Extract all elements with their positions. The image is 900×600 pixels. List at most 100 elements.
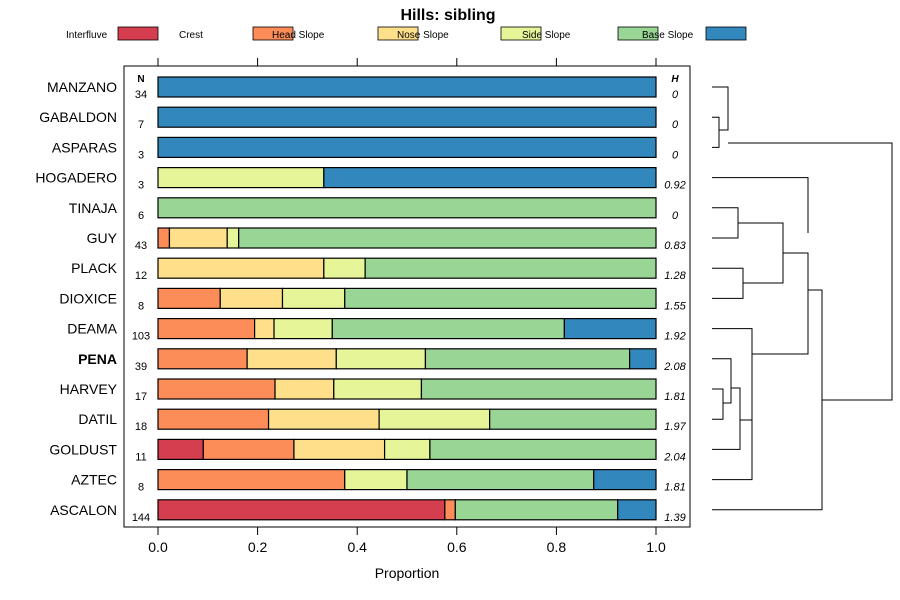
dendrogram-link-13 (728, 142, 893, 401)
dendrogram-link-7 (712, 387, 741, 450)
bar-deama-head-slope (254, 318, 275, 340)
bar-goldust-interfluve (157, 438, 204, 460)
bar-harvey-crest (157, 378, 276, 400)
h-value-asparas: 0 (672, 149, 679, 161)
dendrogram-link-11 (712, 177, 809, 233)
site-label-guy: GUY (87, 230, 118, 246)
bar-aztec-nose-slope (344, 469, 408, 491)
bar-ascalon-crest (444, 499, 456, 521)
n-value-dioxice: 8 (138, 300, 144, 312)
n-value-goldust: 11 (135, 451, 146, 463)
n-value-pena: 39 (135, 361, 147, 373)
bar-goldust-head-slope (293, 438, 386, 460)
bar-gabaldon-base-slope (157, 106, 657, 128)
n-value-harvey: 17 (135, 391, 147, 403)
legend-swatch-head-slope (377, 26, 419, 41)
h-value-harvey: 1.81 (664, 391, 685, 403)
h-value-aztec: 1.81 (664, 482, 685, 494)
bar-dioxice-head-slope (219, 287, 284, 309)
bar-dioxice-nose-slope (281, 287, 346, 309)
site-label-deama: DEAMA (67, 321, 117, 337)
dendrogram-link-4 (738, 222, 784, 284)
legend: Interfluve Crest Head Slope Nose Slope Side … (66, 26, 747, 41)
legend-label-side-slope: Side Slope (522, 30, 571, 41)
bar-guy-nose-slope (226, 227, 240, 249)
x-tick-label-2: 0.4 (347, 539, 367, 555)
h-value-gabaldon: 0 (672, 119, 679, 131)
bar-datil-side-slope (489, 408, 657, 430)
h-column-header: H (671, 74, 679, 85)
dendrogram-link-6 (712, 358, 732, 404)
bar-aztec-side-slope (406, 469, 595, 491)
bar-hogadero-base-slope (323, 167, 657, 189)
n-value-gabaldon: 7 (138, 119, 144, 131)
bar-pena-base-slope (629, 348, 657, 370)
x-axis-title: Proportion (375, 565, 440, 581)
bar-hogadero-nose-slope (157, 167, 325, 189)
dendrogram-link-12 (712, 289, 823, 511)
bar-plack-nose-slope (323, 257, 366, 279)
legend-swatch-base-slope (705, 26, 747, 41)
n-value-manzano: 34 (135, 89, 147, 101)
site-label-datil: DATIL (78, 411, 117, 427)
bar-pena-nose-slope (335, 348, 427, 370)
dendrogram-link-1 (712, 86, 729, 131)
bar-pena-side-slope (424, 348, 631, 370)
legend-swatch-crest (252, 26, 294, 41)
bar-harvey-head-slope (274, 378, 335, 400)
n-value-aztec: 8 (138, 482, 144, 494)
x-tick-label-0: 0.0 (148, 539, 168, 555)
bar-harvey-side-slope (420, 378, 657, 400)
bar-guy-head-slope (168, 227, 228, 249)
bar-ascalon-interfluve (157, 499, 446, 521)
n-value-plack: 12 (135, 270, 147, 282)
n-value-asparas: 3 (138, 149, 144, 161)
x-tick-label-3: 0.6 (447, 539, 467, 555)
bar-deama-base-slope (563, 318, 657, 340)
legend-label-interfluve: Interfluve (66, 30, 108, 41)
h-value-manzano: 0 (672, 89, 679, 101)
bar-ascalon-side-slope (454, 499, 619, 521)
bar-rows: MANZANO 34 0 GABALDON 7 0 ASPARAS 3 0 HOGADERO 3 0.… (35, 76, 687, 524)
dendrogram-link-8 (712, 328, 753, 481)
bar-deama-side-slope (331, 318, 565, 340)
x-tick-label-1: 0.2 (248, 539, 268, 555)
x-tick-label-4: 0.8 (547, 539, 567, 555)
h-value-deama: 1.92 (664, 331, 685, 343)
bar-datil-nose-slope (378, 408, 491, 430)
h-value-guy: 0.83 (664, 240, 686, 252)
bar-asparas-base-slope (157, 136, 657, 158)
site-label-plack: PLACK (71, 260, 118, 276)
h-value-hogadero: 0.92 (664, 180, 685, 192)
bar-dioxice-side-slope (344, 287, 657, 309)
h-value-pena: 2.08 (663, 361, 686, 373)
bar-plack-head-slope (157, 257, 325, 279)
bar-goldust-crest (202, 438, 295, 460)
h-value-tinaja: 0 (672, 210, 679, 222)
site-label-aztec: AZTEC (71, 472, 117, 488)
legend-label-crest: Crest (179, 30, 203, 41)
n-value-guy: 43 (135, 240, 147, 252)
bar-harvey-nose-slope (333, 378, 423, 400)
bar-pena-head-slope (246, 348, 337, 370)
bar-pena-crest (157, 348, 248, 370)
site-label-gabaldon: GABALDON (39, 109, 117, 125)
site-label-harvey: HARVEY (60, 381, 118, 397)
bar-dioxice-crest (157, 287, 221, 309)
h-value-plack: 1.28 (664, 270, 686, 282)
dendrogram-link-3 (712, 267, 744, 299)
site-label-asparas: ASPARAS (52, 139, 117, 155)
bar-goldust-side-slope (429, 438, 657, 460)
x-axis: 0.0 0.2 0.4 0.6 0.8 1.0 (148, 58, 666, 555)
site-label-ascalon: ASCALON (50, 502, 117, 518)
site-label-pena: PENA (78, 351, 117, 367)
bar-aztec-base-slope (593, 469, 657, 491)
bar-tinaja-side-slope (157, 197, 657, 219)
site-label-tinaja: TINAJA (69, 200, 118, 216)
h-value-ascalon: 1.39 (664, 512, 685, 524)
bar-manzano-base-slope (157, 76, 657, 98)
bar-guy-side-slope (238, 227, 657, 249)
x-tick-label-5: 1.0 (646, 539, 666, 555)
plot-frame (123, 65, 691, 528)
dendrogram-link-5 (712, 388, 724, 420)
